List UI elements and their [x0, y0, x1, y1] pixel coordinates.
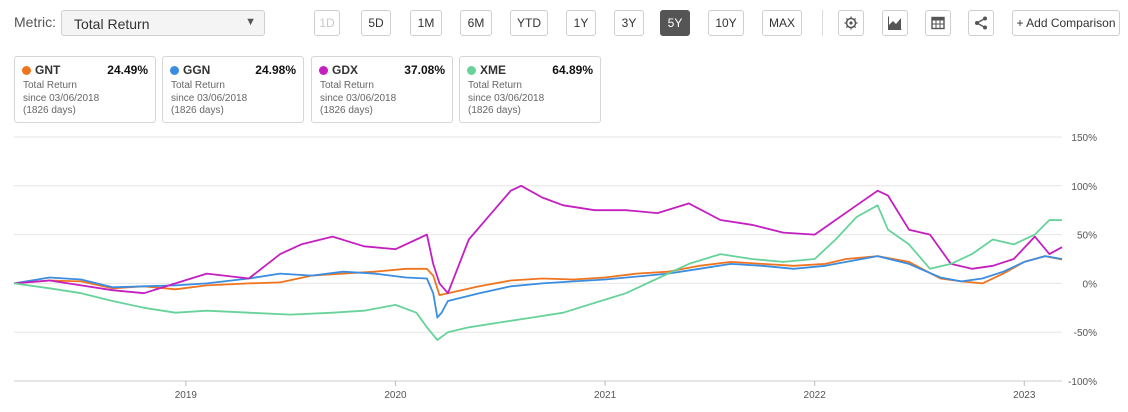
total-return-chart[interactable]: 150%100%50%0%-50%-100% 2019 2020 2021 2022 2…	[0, 130, 1128, 412]
card-metric: Total Return	[320, 80, 374, 91]
card-since: since 03/06/2018	[23, 93, 100, 104]
chart-type-button[interactable]	[882, 10, 908, 36]
x-tick-label: 2021	[594, 390, 617, 401]
card-days: (1826 days)	[468, 105, 521, 116]
share-icon	[975, 16, 987, 30]
y-tick-label: 150%	[1071, 133, 1097, 144]
series-color-dot	[170, 66, 179, 75]
range-button-max[interactable]: MAX	[762, 10, 802, 36]
y-axis-ticks: 150% 100% 50% 0% -50% -100%	[1068, 133, 1097, 388]
x-tick-label: 2022	[804, 390, 827, 401]
chart-grid	[14, 136, 1062, 382]
y-tick-label: -50%	[1074, 328, 1097, 339]
series-color-dot	[22, 66, 31, 75]
x-axis-ticks: 2019 2020 2021 2022 2023	[175, 381, 1036, 401]
range-button-6m[interactable]: 6M	[460, 10, 492, 36]
chevron-down-icon: ▼	[245, 16, 256, 28]
legend-card-xme[interactable]: XME 64.89% Total Return since 03/06/2018…	[459, 56, 601, 123]
series-line-ggn	[13, 255, 1063, 319]
metric-select-value: Total Return	[74, 16, 150, 32]
x-tick-label: 2023	[1013, 390, 1036, 401]
series-color-dot	[319, 66, 328, 75]
range-button-1m[interactable]: 1M	[410, 10, 442, 36]
card-symbol: GNT	[35, 63, 61, 77]
toolbar-divider	[822, 10, 823, 36]
card-days: (1826 days)	[320, 105, 373, 116]
area-chart-icon	[888, 16, 902, 30]
series-color-dot	[467, 66, 476, 75]
toolbar: Metric: Total Return ▼ 1D 5D 1M 6M YTD 1…	[0, 0, 1128, 46]
series-line-gdx	[13, 184, 1063, 295]
card-value: 24.98%	[255, 63, 296, 77]
x-tick-label: 2020	[384, 390, 407, 401]
range-button-1y[interactable]: 1Y	[566, 10, 596, 36]
card-value: 64.89%	[552, 63, 593, 77]
share-button[interactable]	[968, 10, 994, 36]
card-since: since 03/06/2018	[468, 93, 545, 104]
y-tick-label: 50%	[1077, 231, 1097, 242]
series-line-xme	[13, 204, 1063, 341]
y-tick-label: -100%	[1068, 377, 1097, 388]
card-symbol: GGN	[183, 63, 211, 77]
y-tick-label: 100%	[1071, 182, 1097, 193]
card-days: (1826 days)	[23, 105, 76, 116]
range-button-3y[interactable]: 3Y	[614, 10, 644, 36]
range-button-5d[interactable]: 5D	[361, 10, 391, 36]
y-tick-label: 0%	[1083, 279, 1098, 290]
legend-card-gnt[interactable]: GNT 24.49% Total Return since 03/06/2018…	[14, 56, 156, 123]
range-button-ytd[interactable]: YTD	[510, 10, 548, 36]
range-button-5y[interactable]: 5Y	[660, 10, 690, 36]
card-metric: Total Return	[23, 80, 77, 91]
chart-series	[13, 184, 1063, 341]
add-comparison-button[interactable]: + Add Comparison	[1012, 10, 1120, 36]
card-since: since 03/06/2018	[171, 93, 248, 104]
metric-select[interactable]: Total Return ▼	[61, 10, 265, 36]
table-icon	[931, 16, 945, 30]
card-metric: Total Return	[468, 80, 522, 91]
legend-card-ggn[interactable]: GGN 24.98% Total Return since 03/06/2018…	[162, 56, 304, 123]
card-symbol: GDX	[332, 63, 359, 77]
table-view-button[interactable]	[925, 10, 951, 36]
gear-icon	[844, 16, 858, 30]
legend-card-gdx[interactable]: GDX 37.08% Total Return since 03/06/2018…	[311, 56, 453, 123]
range-button-1d[interactable]: 1D	[314, 10, 340, 36]
settings-button[interactable]	[838, 10, 864, 36]
metric-label: Metric:	[14, 14, 56, 30]
card-days: (1826 days)	[171, 105, 224, 116]
card-value: 37.08%	[404, 63, 445, 77]
card-metric: Total Return	[171, 80, 225, 91]
card-since: since 03/06/2018	[320, 93, 397, 104]
card-value: 24.49%	[107, 63, 148, 77]
card-symbol: XME	[480, 63, 507, 77]
x-tick-label: 2019	[175, 390, 198, 401]
range-button-10y[interactable]: 10Y	[708, 10, 744, 36]
